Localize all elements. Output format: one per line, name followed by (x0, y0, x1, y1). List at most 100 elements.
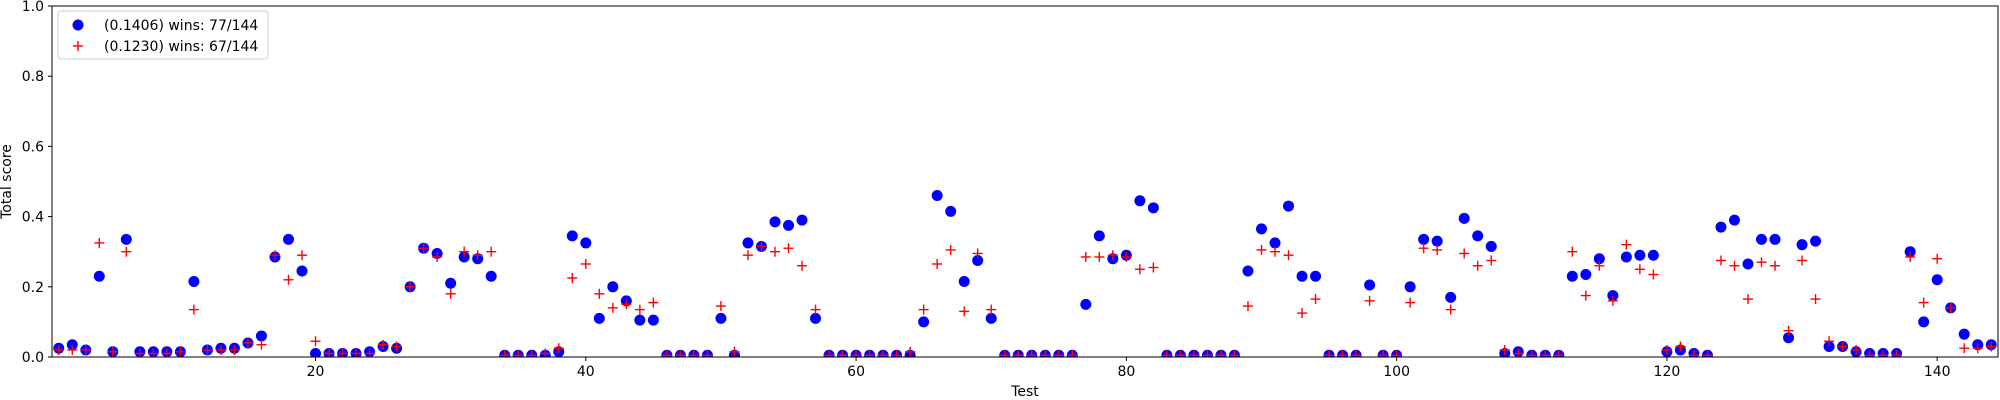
series-2-point (1526, 350, 1537, 357)
series-1-point (607, 281, 619, 293)
series-1-point (1796, 239, 1808, 251)
series-1-point (1904, 246, 1916, 258)
series-1-point (188, 276, 200, 288)
series-2-point (1553, 350, 1564, 357)
series-1-point (634, 314, 646, 326)
series-2-point (905, 346, 916, 357)
series-2-point (1432, 244, 1443, 255)
series-2-point (1797, 255, 1808, 266)
chart-axes: 20 40 60 80 100 120 140 0.0 0.2 0.4 0.6 0.8 1.0 (22, 0, 1951, 380)
series-1-point (1255, 223, 1267, 235)
series-2-point (1580, 290, 1591, 301)
series-2-point (1121, 251, 1132, 262)
series-2-point (1837, 341, 1848, 352)
series-2-point (94, 237, 105, 248)
series-2-point (1851, 344, 1862, 355)
series-2-point (769, 246, 780, 257)
series-2-point (1472, 260, 1483, 271)
series-2-point (1634, 264, 1645, 275)
legend-label-1: (0.1406) wins: 77/144 (104, 18, 258, 34)
series-2-point (1283, 250, 1294, 261)
series-2-point (1729, 260, 1740, 271)
series-1-point (296, 265, 308, 277)
series-2-point (580, 258, 591, 269)
series-2-point (1229, 350, 1240, 357)
series-2-point (1594, 260, 1605, 271)
series-1-point (1607, 290, 1619, 302)
series-2-point (269, 250, 280, 261)
series-2-point (418, 243, 429, 254)
series-1-point (1404, 281, 1416, 293)
series-1-point (1147, 202, 1159, 214)
series-1-point (796, 214, 808, 226)
series-2-point (1486, 255, 1497, 266)
series-2-point (553, 343, 564, 354)
series-2-point (851, 350, 862, 357)
y-tick-label: 1.0 (22, 0, 44, 15)
y-tick-label: 0.0 (22, 350, 44, 366)
series-1-point (255, 330, 267, 342)
series-2-point (80, 344, 91, 355)
series-2-point (242, 337, 253, 348)
series-1-point (1134, 195, 1146, 207)
series-2-point (175, 346, 186, 357)
series-1-point (769, 216, 781, 228)
x-tick-label: 140 (1924, 364, 1951, 380)
series-2-point (1013, 350, 1024, 357)
series-2-point (959, 306, 970, 317)
series-2-point (1742, 294, 1753, 305)
series-2-point (1188, 350, 1199, 357)
series-2-point (1202, 350, 1213, 357)
series-2-point (878, 350, 889, 357)
x-tick-label: 120 (1654, 364, 1681, 380)
series-2-point (1648, 269, 1659, 280)
series-2-point (297, 250, 308, 261)
series-2-point (526, 350, 537, 357)
series-2-point (918, 304, 929, 315)
legend-box (57, 10, 269, 60)
series-2-point (702, 350, 713, 357)
series-2-point (810, 304, 821, 315)
series-1-point (66, 339, 78, 351)
x-tick-label: 80 (1117, 364, 1135, 380)
series-1-point (958, 276, 970, 288)
series-1-point (783, 219, 795, 231)
series-1-point (1728, 214, 1740, 226)
series-1-point (1310, 270, 1322, 282)
series-2-point (1688, 350, 1699, 357)
series-1-point (1485, 240, 1497, 252)
series-1-point (310, 347, 322, 357)
series-2-point (1878, 350, 1889, 357)
series-2-point (1080, 251, 1091, 262)
x-tick-label: 20 (307, 364, 325, 380)
series-1-point (1810, 235, 1822, 247)
series-2-point (459, 246, 470, 257)
series-2-point (986, 304, 997, 315)
series-2-point (513, 350, 524, 357)
series-1-point (1756, 233, 1768, 245)
series-1-point (810, 312, 822, 324)
series-1-point (1472, 230, 1484, 242)
series-1-point (1647, 249, 1659, 261)
series-2-point (499, 350, 510, 357)
series-1-point (445, 277, 457, 289)
series-1-point (1931, 274, 1943, 286)
series-2-point (675, 350, 686, 357)
series-2-point (797, 260, 808, 271)
series-1-point (1783, 332, 1795, 344)
series-2-point (283, 274, 294, 285)
series-1-point (120, 233, 132, 245)
series-1-point (1242, 265, 1254, 277)
series-2-point (607, 302, 618, 313)
series-2-point (1040, 350, 1051, 357)
series-2-point (1418, 243, 1429, 254)
legend-marker-2 (73, 41, 83, 51)
series-2-point (188, 304, 199, 315)
series-2-point (783, 243, 794, 254)
series-2-point (594, 288, 605, 299)
series-2-point (1824, 336, 1835, 347)
series-2-point (972, 248, 983, 259)
series-2-point (1675, 341, 1686, 352)
series-2-point (1810, 294, 1821, 305)
